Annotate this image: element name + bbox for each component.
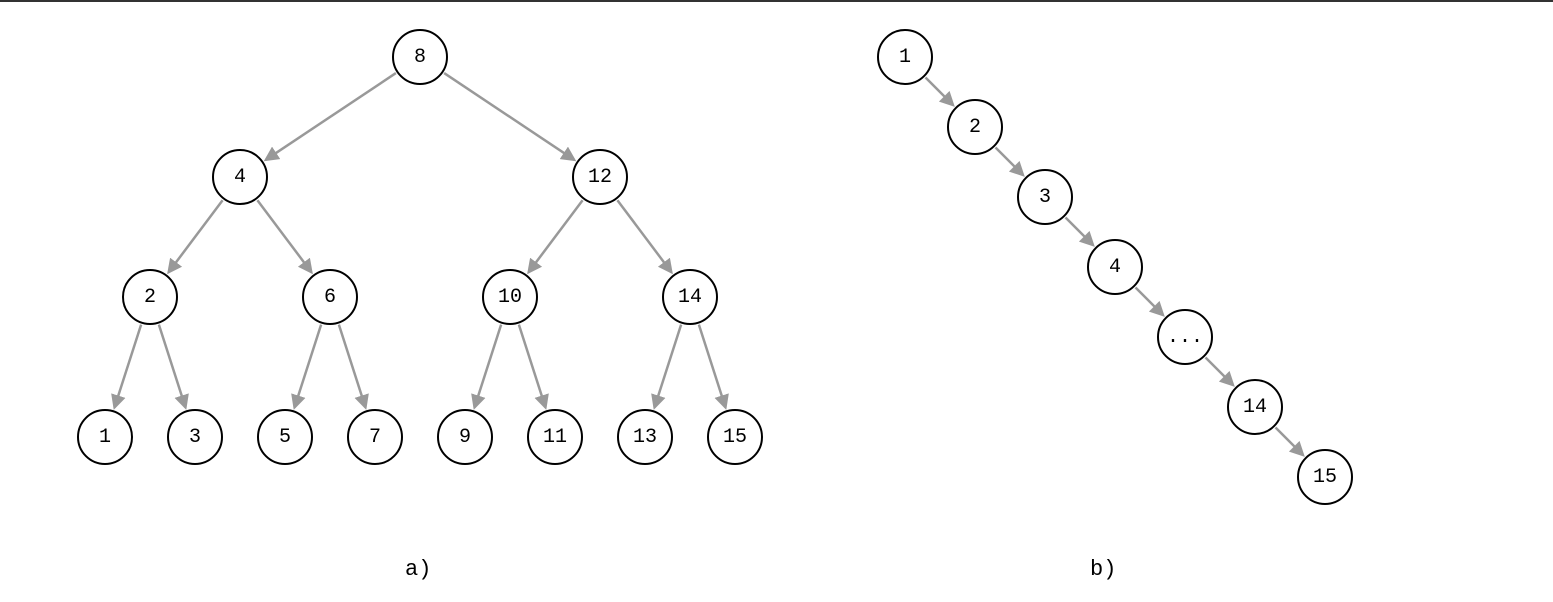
tree-node: 1: [77, 409, 133, 465]
tree-node: 5: [257, 409, 313, 465]
tree-edge: [257, 200, 311, 272]
tree-node-label: 9: [459, 426, 471, 449]
tree-node: 11: [527, 409, 583, 465]
tree-node-label: 3: [1039, 186, 1051, 209]
tree-node-label: 6: [324, 286, 336, 309]
tree-node-label: 12: [588, 166, 612, 189]
tree-node: 14: [662, 269, 718, 325]
tree-edge: [519, 325, 546, 408]
tree-edge: [617, 200, 671, 272]
caption-a: a): [405, 557, 431, 582]
tree-edge: [654, 325, 681, 408]
tree-edge: [339, 325, 366, 408]
tree-node-label: 4: [234, 166, 246, 189]
tree-edge: [1206, 358, 1234, 386]
tree-node: 12: [572, 149, 628, 205]
tree-edge: [1136, 288, 1164, 316]
tree-edge: [266, 73, 396, 160]
tree-edge: [996, 148, 1024, 176]
diagram-canvas: 8412261014135791113151234...1415 a) b): [0, 0, 1553, 602]
tree-node-label: 1: [99, 426, 111, 449]
tree-node-label: 7: [369, 426, 381, 449]
tree-edge: [169, 200, 223, 272]
tree-node-label: 3: [189, 426, 201, 449]
tree-node: 6: [302, 269, 358, 325]
tree-edge: [699, 325, 726, 408]
tree-node: ...: [1157, 309, 1213, 365]
tree-node-label: 4: [1109, 256, 1121, 279]
tree-node: 4: [212, 149, 268, 205]
tree-node: 13: [617, 409, 673, 465]
tree-node: 4: [1087, 239, 1143, 295]
tree-node: 15: [707, 409, 763, 465]
tree-node-label: 2: [144, 286, 156, 309]
tree-node: 9: [437, 409, 493, 465]
tree-edge: [159, 325, 186, 408]
tree-node-label: 2: [969, 116, 981, 139]
tree-node-label: 13: [633, 426, 657, 449]
tree-edge: [926, 78, 954, 106]
tree-node: 3: [167, 409, 223, 465]
tree-edge: [444, 73, 574, 160]
tree-node-label: ...: [1167, 326, 1203, 349]
tree-node-label: 15: [1313, 466, 1337, 489]
tree-node-label: 14: [678, 286, 702, 309]
tree-node: 15: [1297, 449, 1353, 505]
caption-b: b): [1090, 557, 1116, 582]
tree-edge: [1276, 428, 1304, 456]
tree-node-label: 10: [498, 286, 522, 309]
tree-node-label: 5: [279, 426, 291, 449]
tree-node: 2: [947, 99, 1003, 155]
tree-node-label: 8: [414, 46, 426, 69]
tree-node: 7: [347, 409, 403, 465]
tree-edge: [1066, 218, 1094, 246]
tree-node-label: 11: [543, 426, 567, 449]
tree-edge: [474, 325, 501, 408]
tree-node: 1: [877, 29, 933, 85]
tree-node-label: 15: [723, 426, 747, 449]
edges-layer: [0, 2, 1553, 602]
tree-node-label: 14: [1243, 396, 1267, 419]
tree-edge: [114, 325, 141, 408]
tree-node: 10: [482, 269, 538, 325]
tree-node: 14: [1227, 379, 1283, 435]
tree-node: 8: [392, 29, 448, 85]
tree-edge: [294, 325, 321, 408]
tree-node-label: 1: [899, 46, 911, 69]
tree-edge: [529, 200, 583, 272]
tree-node: 2: [122, 269, 178, 325]
tree-node: 3: [1017, 169, 1073, 225]
